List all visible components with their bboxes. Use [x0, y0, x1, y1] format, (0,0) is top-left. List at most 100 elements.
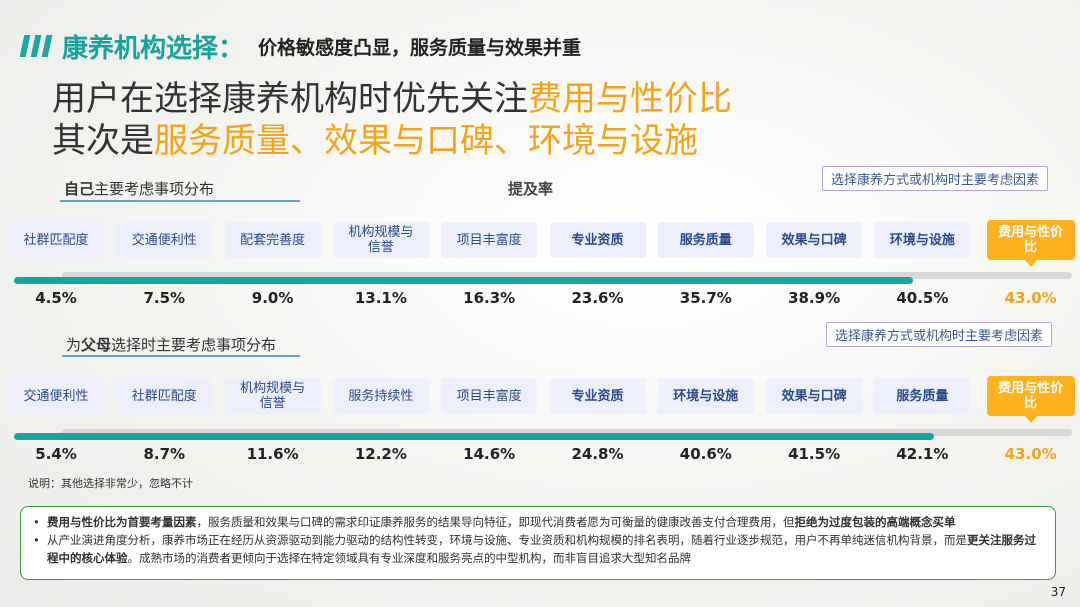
- summary-box: 费用与性价比为首要考量因素，服务质量和效果与口碑的需求印证康养服务的结果导向特征…: [20, 506, 1056, 580]
- data-label: 13.1%: [354, 289, 407, 307]
- chart-self-track: [62, 272, 1072, 279]
- category-label-line: 社群匹配度: [131, 388, 197, 404]
- category-label-text: 项目丰富度: [457, 389, 522, 404]
- category-label: 机构规模与 信誉: [332, 222, 429, 258]
- category-label-text: 服务质量: [896, 389, 948, 404]
- chart-self-title-underline: [60, 200, 300, 202]
- data-label: 9.0%: [251, 289, 294, 307]
- category-label-text: 环境与设施: [673, 389, 738, 404]
- summary-bullet-1-bold-1: 费用与性价比为首要考量因素: [47, 515, 197, 529]
- data-label: 16.3%: [463, 289, 516, 307]
- data-label: 8.7%: [143, 445, 186, 463]
- category-label-line: 机构规模与: [348, 225, 414, 240]
- category-label-line: 服务质量: [679, 232, 732, 248]
- data-label: 38.9%: [788, 289, 841, 307]
- data-label: 12.2%: [354, 445, 407, 463]
- chart-parents-title-bold: 父母: [81, 336, 112, 354]
- data-label: 40.6%: [679, 445, 732, 463]
- headline-line-2-text: 其次是: [52, 121, 154, 161]
- data-label: 40.5%: [896, 289, 949, 307]
- chart-parents-title: 为父母选择时主要考虑事项分布: [66, 334, 276, 355]
- category-label: 项目丰富度: [441, 378, 538, 414]
- category-label-line: 专业资质: [571, 232, 624, 248]
- data-label: 43.0%: [1004, 445, 1057, 463]
- chart-parents-title-rest: 选择时主要考虑事项分布: [111, 336, 277, 354]
- category-label-line: 环境与设施: [889, 232, 955, 248]
- chart-parents-track: [62, 429, 1072, 436]
- category-label-line: 效果与口碑: [781, 388, 847, 404]
- category-label-text: 服务质量: [680, 233, 732, 248]
- category-label-text: 专业资质: [571, 389, 623, 404]
- data-label: 24.8%: [571, 445, 624, 463]
- category-label: 环境与设施: [657, 378, 754, 414]
- category-label-line: 费用与性价: [998, 381, 1064, 396]
- category-label-text: 机构规模与 信誉: [348, 225, 413, 255]
- summary-bullet-1-text: ，服务质量和效果与口碑的需求印证康养服务的结果导向特征，即现代消费者愿为可衡量的…: [196, 515, 795, 529]
- data-label: 43.0%: [1004, 289, 1057, 307]
- summary-bullet-2-text-2: 。成熟市场的消费者更倾向于选择在特定领域具有专业深度和服务亮点的中型机构，而非盲…: [127, 551, 692, 565]
- chart-self-bar: [14, 277, 913, 284]
- chart-parents-title-lead: 为: [66, 336, 82, 354]
- data-label: 23.6%: [571, 289, 624, 307]
- category-label-line: 信誉: [367, 240, 394, 255]
- category-label-text: 专业资质: [571, 233, 623, 248]
- data-label: 42.1%: [896, 445, 949, 463]
- data-label: 4.5%: [35, 289, 77, 307]
- category-label-line: 交通便利性: [131, 232, 197, 248]
- headline-line-1-text: 用户在选择康养机构时优先关注: [52, 79, 528, 119]
- chart-self-ylabel: 提及率: [508, 180, 554, 198]
- category-label-line: 社群匹配度: [23, 232, 89, 248]
- category-label: 机构规模与 信誉: [224, 378, 321, 414]
- summary-bullet-1-bold-2: 拒绝为过度包装的高端概念买单: [794, 515, 956, 529]
- category-label-line: 效果与口碑: [781, 232, 847, 248]
- category-label: 效果与口碑: [766, 378, 863, 414]
- summary-bullet-2: 从产业演进角度分析，康养市场正在经历从资源驱动到能力驱动的结构性转变，环境与设施…: [33, 531, 1043, 567]
- data-label: 5.4%: [35, 445, 77, 463]
- category-label: 社群匹配度: [116, 378, 213, 414]
- header-bars-icon: [19, 35, 53, 57]
- chart-parents-legend: 选择康养方式或机构时主要考虑因素: [826, 322, 1053, 347]
- category-label-line: 服务持续性: [348, 388, 414, 404]
- headline-line-2: 其次是服务质量、效果与口碑、环境与设施: [52, 120, 732, 162]
- category-label-line: 专业资质: [571, 388, 624, 404]
- headline: 用户在选择康养机构时优先关注费用与性价比 其次是服务质量、效果与口碑、环境与设施: [52, 78, 732, 162]
- category-label-line: 费用与性价: [998, 225, 1064, 240]
- data-label: 41.5%: [788, 445, 841, 463]
- chart-parents-title-underline: [62, 355, 300, 357]
- category-label-text: 效果与口碑: [782, 389, 847, 404]
- category-label: 服务质量: [657, 222, 754, 258]
- category-label-text: 费用与性价比: [998, 225, 1063, 255]
- footnote: 说明：其他选择非常少，忽略不计: [28, 477, 193, 490]
- category-label-line: 配套完善度: [240, 232, 306, 248]
- data-label: 11.6%: [246, 445, 299, 463]
- category-label: 配套完善度: [224, 222, 321, 258]
- data-label: 35.7%: [679, 289, 732, 307]
- category-label-line: 机构规模与: [240, 381, 306, 396]
- slide-title: 康养机构选择：: [62, 33, 245, 64]
- category-label: 环境与设施: [874, 222, 971, 258]
- slide-header: 康养机构选择： 价格敏感度凸显，服务质量与效果并重: [19, 26, 581, 66]
- category-label: 服务质量: [874, 378, 971, 414]
- summary-bullet-2-text-1: 从产业演进角度分析，康养市场正在经历从资源驱动到能力驱动的结构性转变，环境与设施…: [47, 533, 967, 547]
- category-label-line: 环境与设施: [673, 388, 739, 404]
- category-label-text: 效果与口碑: [782, 233, 847, 248]
- summary-bullet-2-bold: 更关注服务过程中的核心体验: [47, 533, 1036, 565]
- category-label-text: 费用与性价比: [998, 381, 1063, 411]
- chart-self-title: 自己主要考虑事项分布: [64, 178, 214, 199]
- category-label-text: 社群匹配度: [23, 233, 88, 248]
- category-label-line: 比: [1024, 396, 1038, 411]
- chart-self-legend: 选择康养方式或机构时主要考虑因素: [822, 166, 1049, 191]
- category-label: 效果与口碑: [766, 222, 863, 258]
- category-label-text: 机构规模与 信誉: [240, 381, 305, 411]
- category-label-text: 交通便利性: [132, 233, 197, 248]
- category-label-text: 项目丰富度: [457, 233, 522, 248]
- category-label: 服务持续性: [332, 378, 429, 414]
- category-label: 项目丰富度: [441, 222, 538, 258]
- summary-bullet-1: 费用与性价比为首要考量因素，服务质量和效果与口碑的需求印证康养服务的结果导向特征…: [33, 513, 1043, 531]
- chart-parents-bar: [14, 433, 934, 440]
- category-label: 交通便利性: [116, 222, 213, 258]
- chart-self-title-bold: 自己: [64, 180, 95, 198]
- category-label: 费用与性价比: [986, 220, 1075, 267]
- headline-line-1: 用户在选择康养机构时优先关注费用与性价比: [52, 78, 732, 120]
- category-label-text: 环境与设施: [890, 233, 955, 248]
